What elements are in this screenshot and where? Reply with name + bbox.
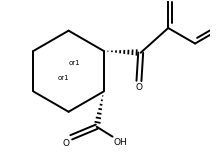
- Text: O: O: [136, 83, 142, 92]
- Text: or1: or1: [69, 60, 81, 66]
- Text: or1: or1: [57, 75, 69, 81]
- Text: OH: OH: [113, 138, 127, 147]
- Text: O: O: [63, 139, 70, 148]
